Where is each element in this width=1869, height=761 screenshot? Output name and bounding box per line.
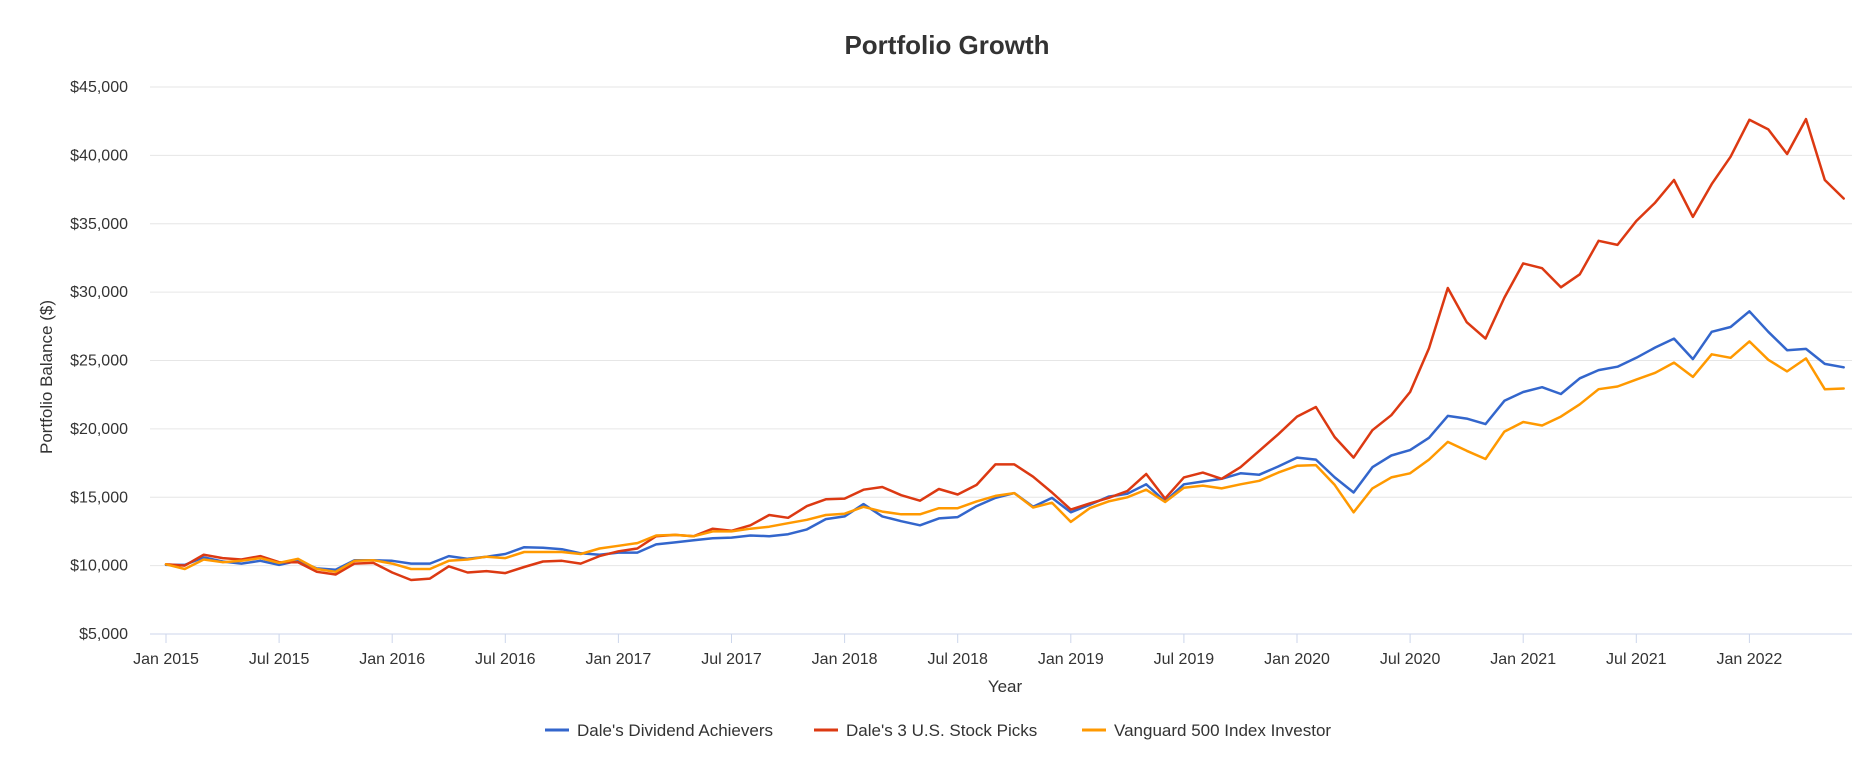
legend: Dale's Dividend Achievers Dale's 3 U.S. S…: [545, 721, 1331, 740]
x-axis-title: Year: [988, 677, 1023, 696]
x-tick-label: Jul 2019: [1154, 651, 1215, 668]
legend-label: Vanguard 500 Index Investor: [1114, 721, 1331, 740]
x-tick-label: Jul 2016: [475, 651, 536, 668]
y-tick-label: $45,000: [70, 79, 128, 96]
x-tick-label: Jan 2020: [1264, 651, 1330, 668]
x-tick-label: Jul 2017: [701, 651, 762, 668]
x-tick-label: Jan 2022: [1716, 651, 1782, 668]
chart-title: Portfolio Growth: [844, 30, 1049, 60]
x-tick-label: Jul 2018: [927, 651, 988, 668]
x-tick-label: Jul 2015: [249, 651, 310, 668]
gridlines: [150, 86, 1852, 635]
y-tick-label: $35,000: [70, 216, 128, 233]
x-tick-label: Jan 2021: [1490, 651, 1556, 668]
y-tick-label: $20,000: [70, 421, 128, 438]
y-tick-label: $40,000: [70, 147, 128, 164]
y-tick-label: $25,000: [70, 353, 128, 370]
x-tick-label: Jan 2017: [585, 651, 651, 668]
y-tick-label: $5,000: [79, 626, 128, 643]
legend-item-2[interactable]: Dale's 3 U.S. Stock Picks: [814, 721, 1037, 740]
series-lines: [164, 117, 1845, 582]
y-axis-title: Portfolio Balance ($): [37, 300, 56, 454]
x-tick-label: Jan 2019: [1038, 651, 1104, 668]
legend-label: Dale's 3 U.S. Stock Picks: [846, 721, 1037, 740]
x-tick-label: Jan 2016: [359, 651, 425, 668]
x-tick-label: Jan 2018: [812, 651, 878, 668]
legend-item-3[interactable]: Vanguard 500 Index Investor: [1082, 721, 1331, 740]
series-line-1: [164, 310, 1845, 571]
x-tick-label: Jan 2015: [133, 651, 199, 668]
x-tick-label: Jul 2020: [1380, 651, 1441, 668]
x-tick-label: Jul 2021: [1606, 651, 1667, 668]
series-line-2: [164, 117, 1845, 582]
y-tick-label: $10,000: [70, 558, 128, 575]
y-tick-label: $15,000: [70, 489, 128, 506]
legend-item-1[interactable]: Dale's Dividend Achievers: [545, 721, 773, 740]
y-axis-tick-labels: $5,000 $10,000 $15,000 $20,000 $25,000 $30,00…: [70, 79, 128, 643]
series-line-3: [164, 340, 1845, 574]
legend-label: Dale's Dividend Achievers: [577, 721, 773, 740]
x-axis: Jan 2015 Jul 2015 Jan 2016 Jul 2016 Jan 2017…: [133, 634, 1782, 668]
y-tick-label: $30,000: [70, 284, 128, 301]
